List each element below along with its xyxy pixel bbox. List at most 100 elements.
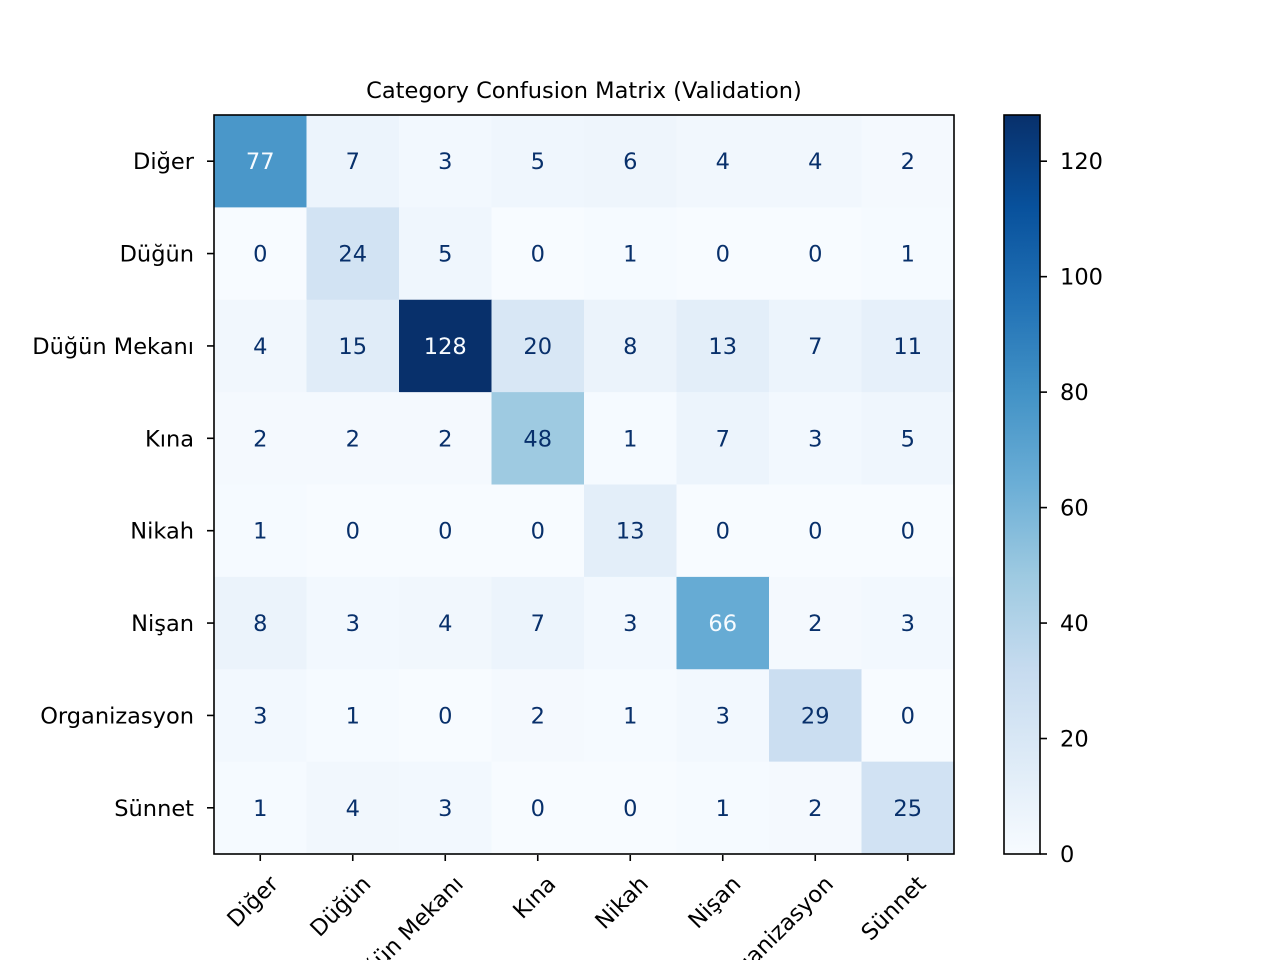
cell-value-label: 0 [253, 242, 267, 268]
cell-value-label: 1 [253, 796, 267, 822]
heatmap-cell [861, 115, 955, 208]
cell-value-label: 1 [623, 703, 637, 729]
cell-value-label: 3 [623, 611, 637, 637]
cell-value-label: 2 [531, 703, 545, 729]
cell-value-label: 1 [716, 796, 730, 822]
heatmap-cell [306, 761, 400, 855]
heatmap-cell [399, 576, 493, 670]
cell-value-label: 1 [346, 703, 360, 729]
heatmap-cell [769, 576, 863, 670]
cell-value-label: 3 [716, 703, 730, 729]
y-tick-label: Sünnet [114, 796, 194, 822]
cell-value-label: 77 [246, 149, 275, 175]
cell-value-label: 4 [346, 796, 360, 822]
heatmap-cell [491, 484, 585, 578]
colorbar-tick-label: 120 [1060, 149, 1103, 175]
cell-value-label: 0 [438, 519, 452, 545]
heatmap-cell [676, 669, 770, 763]
cell-value-label: 11 [893, 334, 922, 360]
heatmap-cell [584, 207, 678, 301]
cell-value-label: 7 [808, 334, 822, 360]
heatmap-cell [769, 761, 863, 855]
cell-value-label: 2 [346, 426, 360, 452]
heatmap-cell [861, 761, 955, 855]
heatmap-cell [399, 115, 493, 208]
colorbar-tick-label: 0 [1060, 842, 1074, 868]
colorbar-frame [1003, 114, 1041, 855]
y-tick-label: Kına [145, 426, 194, 452]
cell-value-label: 2 [808, 611, 822, 637]
heatmap-cell [676, 761, 770, 855]
heatmap-cell [584, 392, 678, 486]
cell-value-label: 3 [808, 426, 822, 452]
cell-value-label: 128 [424, 334, 467, 360]
heatmap-cells [214, 115, 955, 855]
cell-value-label: 5 [438, 242, 452, 268]
colorbar [1003, 114, 1041, 855]
cell-value-label: 13 [616, 519, 645, 545]
cell-value-label: 1 [623, 242, 637, 268]
heatmap-cell [306, 392, 400, 486]
heatmap-cell [399, 299, 493, 393]
heatmap-cell [399, 392, 493, 486]
heatmap-cell [214, 115, 308, 208]
cell-value-label: 0 [808, 242, 822, 268]
cell-value-label: 4 [438, 611, 452, 637]
heatmap-cell [491, 207, 585, 301]
heatmap-cell [214, 484, 308, 578]
cell-value-label: 4 [253, 334, 267, 360]
cell-value-label: 15 [338, 334, 367, 360]
cell-value-label: 5 [901, 426, 915, 452]
cell-value-label: 0 [531, 519, 545, 545]
heatmap-cell [861, 669, 955, 763]
heatmap-cell [769, 299, 863, 393]
cell-value-label: 0 [346, 519, 360, 545]
cell-value-label: 20 [523, 334, 552, 360]
cell-value-label: 2 [253, 426, 267, 452]
heatmap-cell [584, 484, 678, 578]
heatmap-cell [861, 392, 955, 486]
heatmap-cell [769, 115, 863, 208]
cell-value-label: 0 [901, 703, 915, 729]
colorbar-gradient [1004, 115, 1040, 854]
cell-value-label: 7 [716, 426, 730, 452]
heatmap-cell [214, 761, 308, 855]
heatmap-cell [214, 576, 308, 670]
cell-value-label: 4 [716, 149, 730, 175]
cell-value-label: 8 [253, 611, 267, 637]
x-tick-label: Sünnet [857, 871, 932, 946]
colorbar-tick-label: 20 [1060, 727, 1089, 753]
cell-value-label: 4 [808, 149, 822, 175]
x-tick-label: Düğün [305, 871, 376, 942]
cell-value-label: 1 [623, 426, 637, 452]
heatmap-cell [306, 299, 400, 393]
heatmap-cell [399, 669, 493, 763]
cell-value-label: 0 [438, 703, 452, 729]
plot-frame [213, 114, 955, 855]
heatmap-cell [399, 761, 493, 855]
cell-value-label: 66 [708, 611, 737, 637]
y-tick-label: Düğün Mekanı [32, 334, 194, 360]
cell-value-label: 2 [438, 426, 452, 452]
heatmap-cell [676, 392, 770, 486]
y-tick-label: Organizasyon [40, 703, 194, 729]
x-tick-label: Nikah [590, 871, 653, 934]
cell-value-label: 0 [716, 519, 730, 545]
cell-value-label: 25 [893, 796, 922, 822]
cell-value-label: 3 [901, 611, 915, 637]
heatmap-cell [861, 484, 955, 578]
y-tick-label: Nikah [130, 519, 194, 545]
cell-value-label: 0 [623, 796, 637, 822]
cell-value-label: 5 [531, 149, 545, 175]
heatmap-cell [676, 484, 770, 578]
cell-value-label: 0 [531, 242, 545, 268]
heatmap-cell [861, 299, 955, 393]
heatmap-cell [306, 576, 400, 670]
heatmap-cell [214, 207, 308, 301]
heatmap-cell [491, 761, 585, 855]
heatmap-cell [769, 669, 863, 763]
cell-value-label: 7 [346, 149, 360, 175]
cell-value-label: 0 [716, 242, 730, 268]
